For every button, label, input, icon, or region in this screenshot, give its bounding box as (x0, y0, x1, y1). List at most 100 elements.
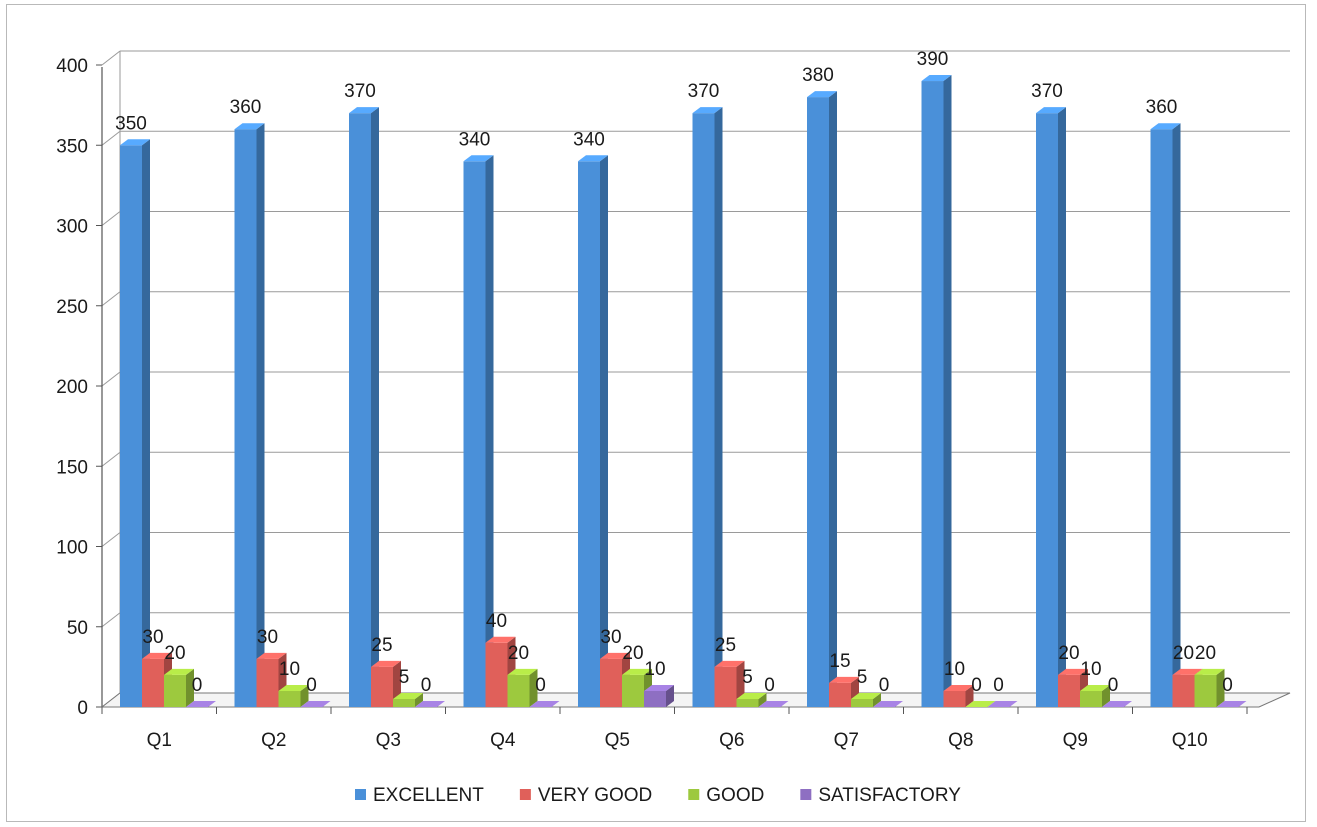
bar-front (234, 129, 257, 707)
bar-satisfactory (186, 701, 216, 708)
bar-top (507, 668, 538, 675)
bar-side (873, 692, 881, 707)
bar-front (644, 690, 666, 707)
x-tick-label: Q1 (147, 730, 172, 751)
bar-top (644, 684, 674, 691)
bar-top (1080, 684, 1110, 691)
legend: EXCELLENT VERY GOOD GOOD SATISFACTORY (355, 785, 961, 806)
bar-side (965, 684, 974, 707)
bar-satisfactory (529, 701, 560, 708)
bar-excellent (1036, 107, 1066, 707)
data-label: 20 (622, 643, 643, 664)
bar-front (1058, 674, 1080, 707)
bar-front (943, 690, 966, 707)
bar-top (415, 701, 445, 707)
legend-item-excellent: EXCELLENT (355, 785, 484, 806)
bar-top (965, 701, 996, 707)
bar-side (142, 139, 150, 707)
data-label: 20 (1195, 643, 1216, 664)
bar-excellent (692, 107, 723, 707)
bar-top (578, 155, 608, 162)
bar-front (714, 666, 737, 707)
legend-swatch (519, 789, 531, 800)
bar-front (1080, 690, 1102, 707)
bar-top (600, 652, 630, 659)
bar-front (349, 113, 371, 707)
bar-front (1194, 674, 1217, 707)
gridline-side (101, 371, 121, 387)
bar-front (1150, 129, 1173, 707)
bar-top (736, 692, 767, 699)
bar-front (278, 690, 301, 707)
gridline-side (101, 612, 121, 628)
y-tick-label: 50 (67, 618, 88, 639)
data-label: 340 (459, 129, 491, 150)
y-tick-label: 0 (77, 698, 88, 719)
bar-top (758, 701, 789, 707)
data-label: 0 (1222, 675, 1233, 696)
bar-top (807, 91, 837, 98)
bar-excellent (463, 155, 494, 708)
bar-side (1058, 107, 1066, 707)
data-label: 0 (993, 675, 1004, 696)
data-label: 25 (715, 635, 736, 656)
data-label: 30 (600, 627, 621, 648)
data-label: 350 (115, 113, 147, 134)
bar-top (349, 107, 379, 114)
bar-top (142, 652, 172, 659)
bar-excellent (120, 139, 150, 707)
bar-very-good (943, 684, 974, 707)
bar-front (692, 113, 715, 707)
bar-good (736, 692, 767, 707)
gridline-side (101, 130, 121, 146)
gridline-side (101, 50, 121, 66)
bar-side (600, 155, 608, 708)
bar-top (829, 676, 859, 683)
bar-side (829, 91, 837, 708)
bar-top (120, 139, 150, 146)
data-label: 0 (879, 675, 890, 696)
y-tick-label: 100 (56, 538, 88, 559)
bar-excellent (921, 75, 952, 708)
bar-good (851, 692, 881, 707)
bar-top (485, 636, 516, 643)
legend-swatch (800, 789, 812, 800)
gridline-side (101, 211, 121, 226)
bar-side (1172, 123, 1181, 707)
data-label: 15 (829, 651, 850, 672)
data-label: 20 (1173, 643, 1194, 664)
bar-good (393, 692, 423, 707)
data-label: 340 (573, 129, 605, 150)
gridline-side (101, 532, 121, 547)
bar-side (666, 684, 674, 707)
x-tick-label: Q6 (719, 730, 744, 751)
data-label: 360 (1146, 97, 1178, 118)
bar-side (300, 684, 309, 707)
data-label: 360 (230, 97, 262, 118)
data-label: 10 (1080, 659, 1101, 680)
data-label: 5 (742, 667, 753, 688)
bar-top (1194, 668, 1225, 675)
data-label: 40 (486, 611, 507, 632)
bar-excellent (349, 107, 379, 707)
legend-item-good: GOOD (688, 785, 764, 806)
bar-front (393, 698, 415, 707)
data-label: 370 (688, 81, 720, 102)
bar-top (463, 155, 494, 162)
bar-top (234, 123, 265, 130)
bar-side (256, 123, 265, 707)
bar-top (1216, 701, 1247, 707)
bar-top (987, 701, 1018, 707)
bar-top (851, 692, 881, 699)
legend-label: EXCELLENT (373, 785, 484, 806)
bar-top (278, 684, 309, 691)
bar-front (736, 698, 759, 707)
bar-satisfactory (873, 701, 903, 708)
bar-top (622, 668, 652, 675)
bar-satisfactory (644, 684, 674, 707)
bar-side (371, 107, 379, 707)
data-label: 20 (164, 643, 185, 664)
bar-excellent (578, 155, 608, 708)
data-label: 0 (421, 675, 432, 696)
